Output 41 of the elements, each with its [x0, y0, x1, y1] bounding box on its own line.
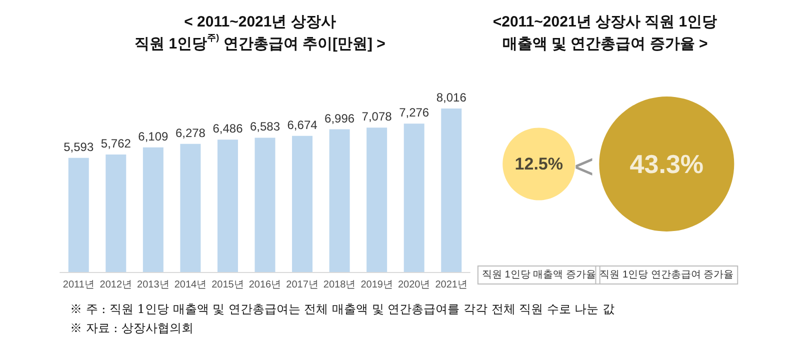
text: <2011~2021년 상장사 직원 1인당 매출액 및 연간총급여 증가율 >	[492, 14, 718, 52]
bar	[106, 154, 126, 272]
bar	[142, 147, 164, 272]
text: ※ 주 : 직원 1인당 매출액 및 연간총급여는 전체 매출액 및 연간총급여를 각각 전체 직원 수로 나눈 값	[70, 301, 615, 318]
bar	[366, 128, 388, 272]
data-label: 6,996	[324, 111, 355, 126]
x-tick-label: 2019년	[360, 280, 393, 290]
text: <	[574, 148, 594, 186]
x-tick-label: 2011년	[62, 280, 94, 290]
bar	[254, 138, 276, 272]
category-label: 직원 1인당 매출액 증가율	[482, 270, 596, 280]
category-label: 직원 1인당 연간총급여 증가율	[600, 270, 734, 280]
x-tick-label: 2021년	[435, 280, 468, 290]
data-label: 5,762	[100, 136, 132, 150]
x-tick-label: 2018년	[323, 280, 356, 290]
data-label: 6,109	[138, 129, 169, 144]
data-label: 12.5%	[514, 154, 563, 174]
text: ※ 자료 : 상장사협의회	[70, 320, 194, 337]
x-tick-label: 2015년	[212, 280, 244, 290]
data-label: 6,486	[212, 122, 244, 136]
x-tick-label: 2014년	[174, 280, 207, 290]
data-label: 7,078	[362, 110, 392, 124]
data-label: 7,276	[399, 106, 430, 120]
bar	[68, 158, 89, 272]
bar	[329, 129, 350, 272]
x-tick-label: 2020년	[398, 280, 430, 290]
data-label: 6,278	[175, 126, 206, 140]
bar	[180, 144, 201, 272]
bar	[441, 108, 462, 272]
x-tick-label: 2017년	[286, 280, 318, 290]
data-label: 5,593	[64, 140, 94, 154]
x-tick-label: 2012년	[100, 280, 132, 290]
x-tick-label: 2013년	[137, 280, 170, 290]
bar	[217, 140, 238, 272]
x-tick-label: 2016년	[248, 280, 282, 290]
data-label: 43.3%	[630, 149, 704, 179]
bar	[292, 136, 313, 272]
data-label: 8,016	[436, 90, 467, 104]
data-label: 6,583	[250, 120, 280, 134]
data-label: 6,674	[287, 118, 318, 132]
bar	[404, 124, 424, 272]
